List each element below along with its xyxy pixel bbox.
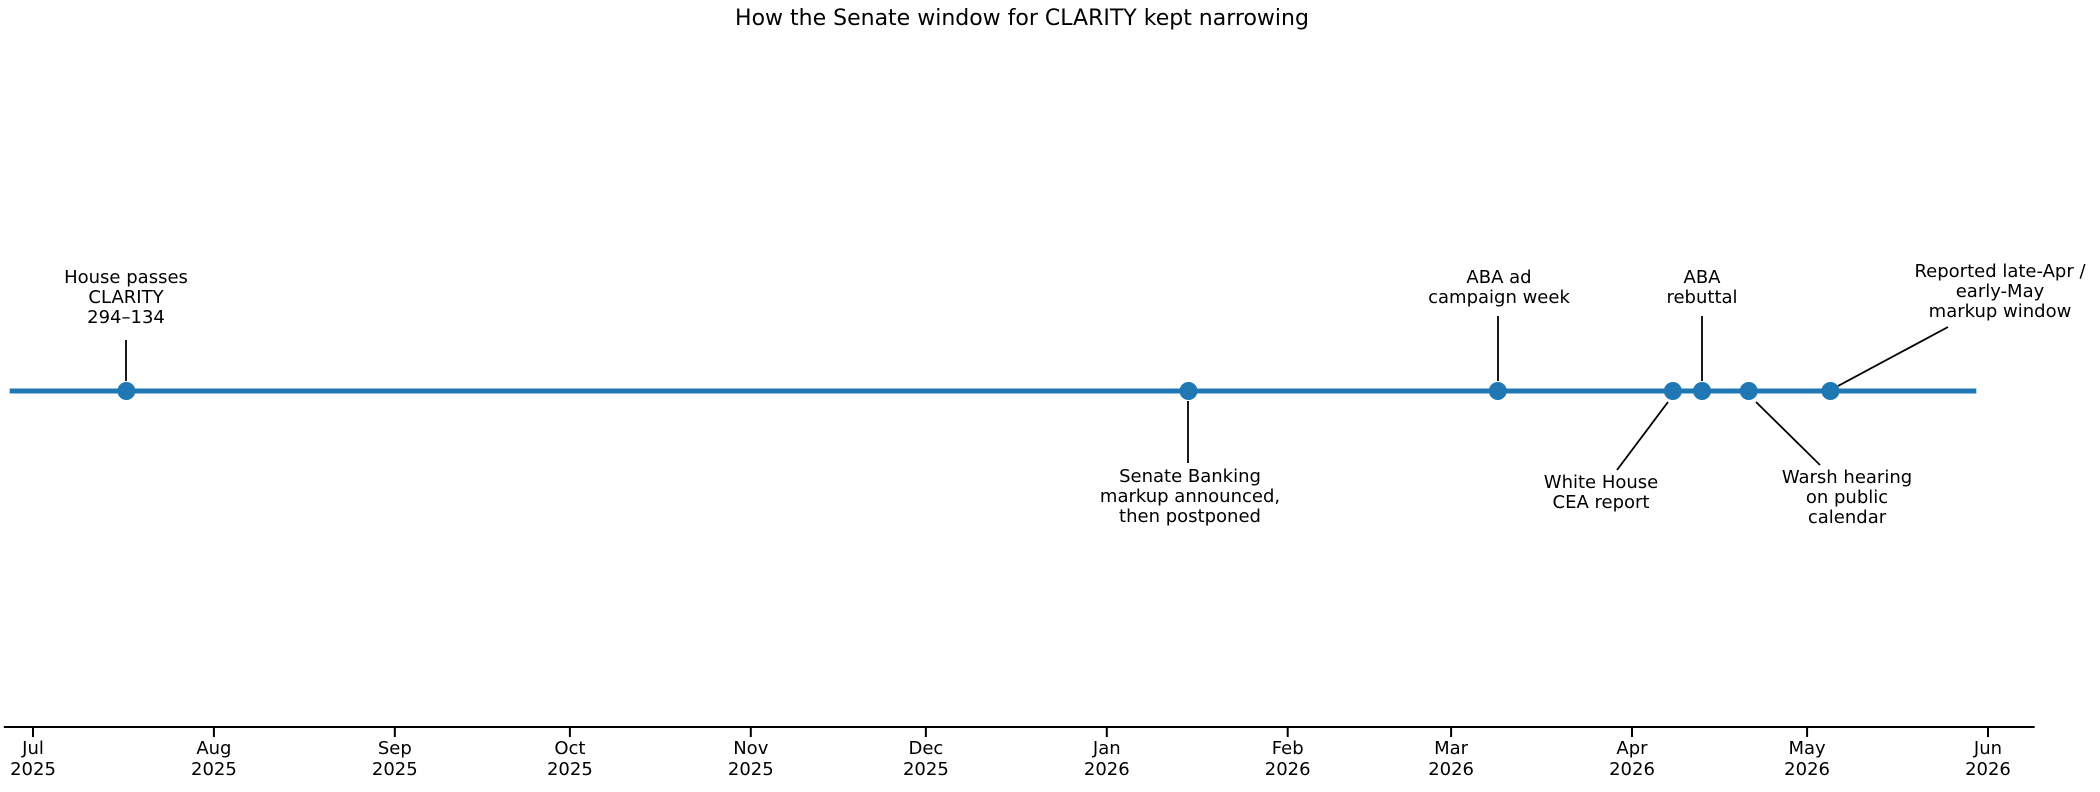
x-tick-label-may-2026: May 2026 — [1784, 738, 1830, 780]
event-dot-2 — [1488, 382, 1507, 400]
event-leader-line-3 — [1616, 401, 1669, 471]
event-dot-5 — [1739, 382, 1758, 400]
event-label-2: ABA ad campaign week — [1428, 267, 1570, 308]
x-tick-label-oct-2025: Oct 2025 — [546, 738, 593, 780]
x-tick-label-jul-2025: Jul 2025 — [10, 738, 56, 780]
event-dot-3 — [1663, 382, 1682, 400]
event-leader-line-5 — [1755, 401, 1821, 466]
x-tick-label-dec-2025: Dec 2025 — [902, 738, 949, 780]
event-label-0: House passes CLARITY 294–134 — [64, 267, 188, 328]
x-tick-label-feb-2026: Feb 2026 — [1264, 738, 1311, 780]
x-tick-label-apr-2026: Apr 2026 — [1609, 738, 1655, 780]
event-leader-line-6 — [1837, 326, 1949, 387]
event-label-1: Senate Banking markup announced, then po… — [1099, 466, 1281, 527]
x-tick-label-aug-2025: Aug 2025 — [191, 738, 237, 780]
event-label-3: White House CEA report — [1543, 472, 1659, 513]
chart-title: How the Senate window for CLARITY kept n… — [735, 6, 1309, 31]
event-label-4: ABA rebuttal — [1666, 267, 1738, 308]
event-dot-1 — [1179, 382, 1198, 400]
event-dot-4 — [1693, 382, 1712, 400]
x-tick-label-mar-2026: Mar 2026 — [1428, 738, 1474, 780]
event-dot-0 — [117, 382, 136, 400]
x-tick-label-nov-2025: Nov 2025 — [727, 738, 774, 780]
event-label-5: Warsh hearing on public calendar — [1781, 467, 1913, 528]
event-dot-6 — [1821, 382, 1840, 400]
x-tick-label-sep-2025: Sep 2025 — [371, 738, 418, 780]
event-label-6: Reported late-Apr / early-May markup win… — [1914, 261, 2086, 322]
x-tick-label-jan-2026: Jan 2026 — [1083, 738, 1130, 780]
x-tick-label-jun-2026: Jun 2026 — [1965, 738, 2011, 780]
